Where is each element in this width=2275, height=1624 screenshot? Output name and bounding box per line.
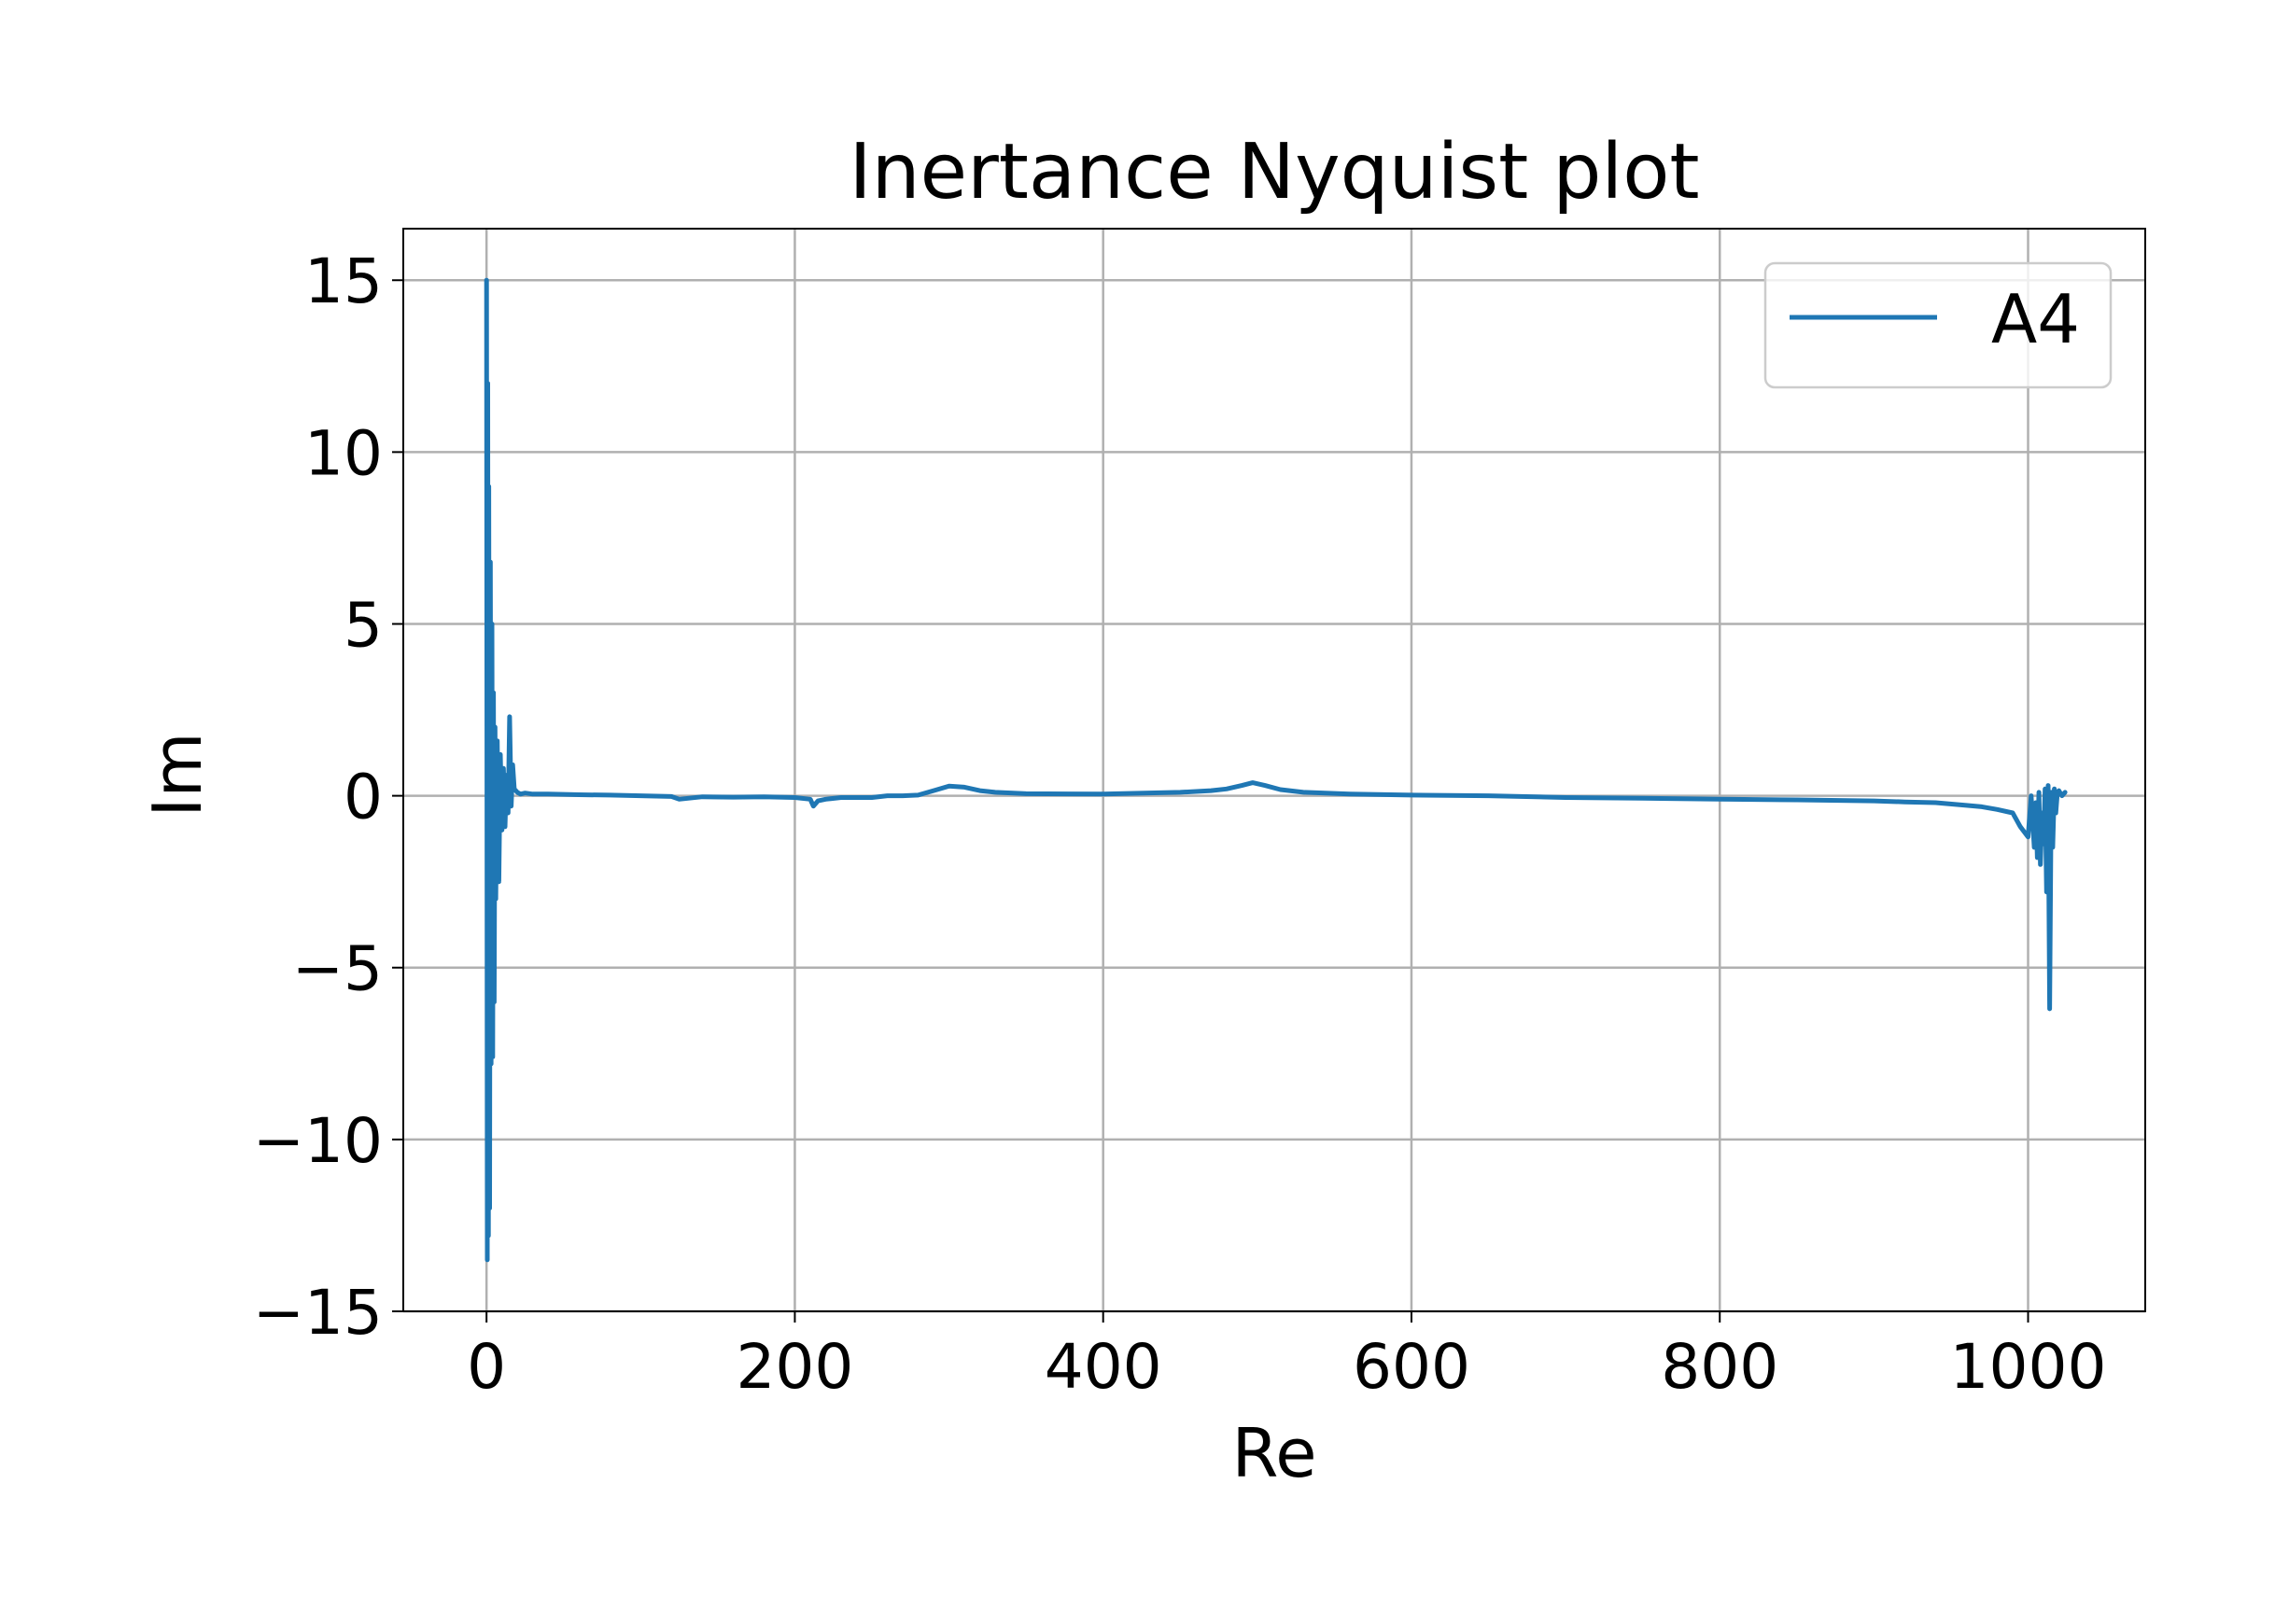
y-tick-label: 10 (304, 417, 383, 489)
axis-ticks: 0 200 400 600 800 1000 −15 −10 −5 0 5 10 15 (253, 245, 2107, 1403)
plot-frame (402, 228, 2146, 1312)
legend: A4 (1763, 261, 2113, 389)
x-axis-label: Re (1231, 1414, 1316, 1492)
y-tick-label: −10 (253, 1105, 383, 1177)
y-tick-label: 15 (304, 245, 383, 317)
y-tick-label: −15 (253, 1277, 383, 1349)
grid (403, 229, 2145, 1313)
x-tick-label: 1000 (1950, 1331, 2107, 1403)
y-tick-label: 5 (344, 589, 383, 661)
y-tick-label: −5 (292, 933, 383, 1005)
x-tick-label: 0 (467, 1331, 506, 1403)
x-tick-label: 600 (1353, 1331, 1470, 1403)
series-lines (484, 277, 2068, 1263)
series-line-a4 (484, 277, 2068, 1263)
x-tick-label: 800 (1661, 1331, 1778, 1403)
y-axis-label: Im (138, 732, 217, 817)
x-tick-label: 400 (1045, 1331, 1162, 1403)
y-tick-label: 0 (344, 762, 383, 833)
x-tick-label: 200 (736, 1331, 853, 1403)
chart-title: Inertance Nyquist plot (849, 128, 1699, 217)
legend-label-a4: A4 (1991, 280, 2080, 358)
legend-box (1763, 261, 2113, 389)
